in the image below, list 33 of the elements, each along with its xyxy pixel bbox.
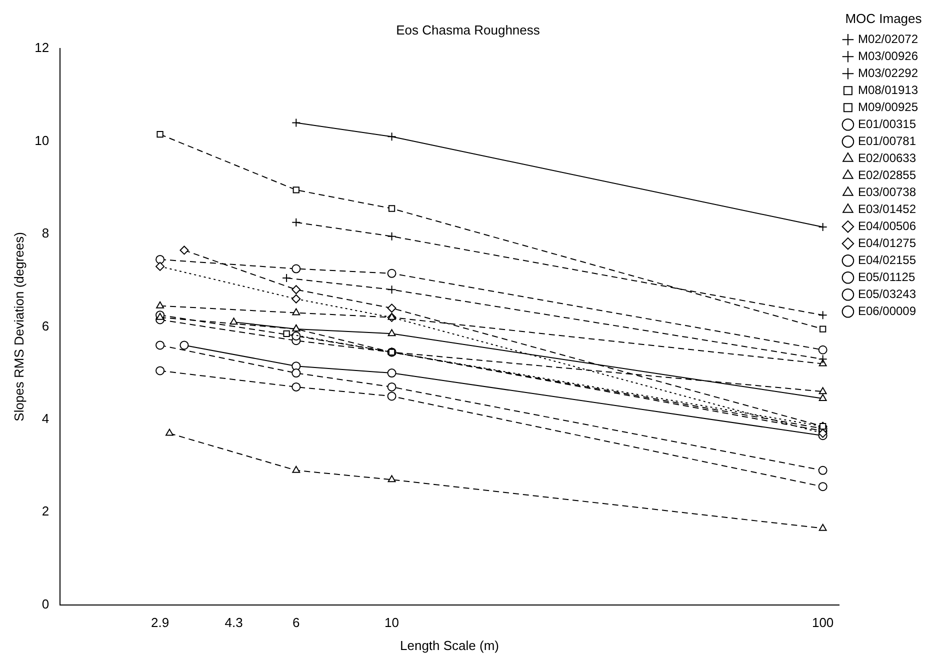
legend-label: E02/00633 xyxy=(858,150,916,165)
legend-label: E03/00738 xyxy=(858,184,916,199)
y-tick-label: 6 xyxy=(42,318,50,334)
x-tick-label: 4.3 xyxy=(224,615,243,630)
y-tick-label: 10 xyxy=(34,132,50,148)
y-tick-label: 12 xyxy=(34,40,50,56)
legend-label: M03/02292 xyxy=(858,66,918,80)
legend-label: E04/02155 xyxy=(858,252,916,267)
y-tick-label: 8 xyxy=(42,226,50,241)
y-tick-label: 0 xyxy=(42,596,50,612)
y-tick-label: 4 xyxy=(42,410,50,426)
x-tick-label: 6 xyxy=(292,615,300,630)
legend-label: M03/00926 xyxy=(858,48,918,63)
legend-label: M09/00925 xyxy=(858,100,918,114)
y-axis-title: Slopes RMS Deviation (degrees) xyxy=(11,232,26,422)
x-axis-title: Length Scale (m) xyxy=(400,638,500,653)
legend-label: E02/02855 xyxy=(858,168,916,182)
legend-label: E01/00315 xyxy=(858,116,916,131)
legend-title: MOC Images xyxy=(845,11,922,26)
x-tick-label: 10 xyxy=(384,615,400,630)
legend-label: E05/01125 xyxy=(858,270,916,284)
legend-label: E04/01275 xyxy=(858,236,916,250)
legend-label: M02/02072 xyxy=(858,32,918,46)
legend-label: E04/00506 xyxy=(858,218,916,233)
x-tick-label: 100 xyxy=(812,615,834,630)
x-tick-label: 2.9 xyxy=(151,615,170,630)
legend-label: E05/03243 xyxy=(858,286,916,301)
legend-label: E01/00781 xyxy=(858,134,916,148)
y-tick-label: 2 xyxy=(42,504,50,519)
legend-label: E06/00009 xyxy=(858,304,916,318)
chart-title: Eos Chasma Roughness xyxy=(396,22,540,38)
legend-label: M08/01913 xyxy=(858,82,918,97)
legend-label: E03/01452 xyxy=(858,202,916,216)
